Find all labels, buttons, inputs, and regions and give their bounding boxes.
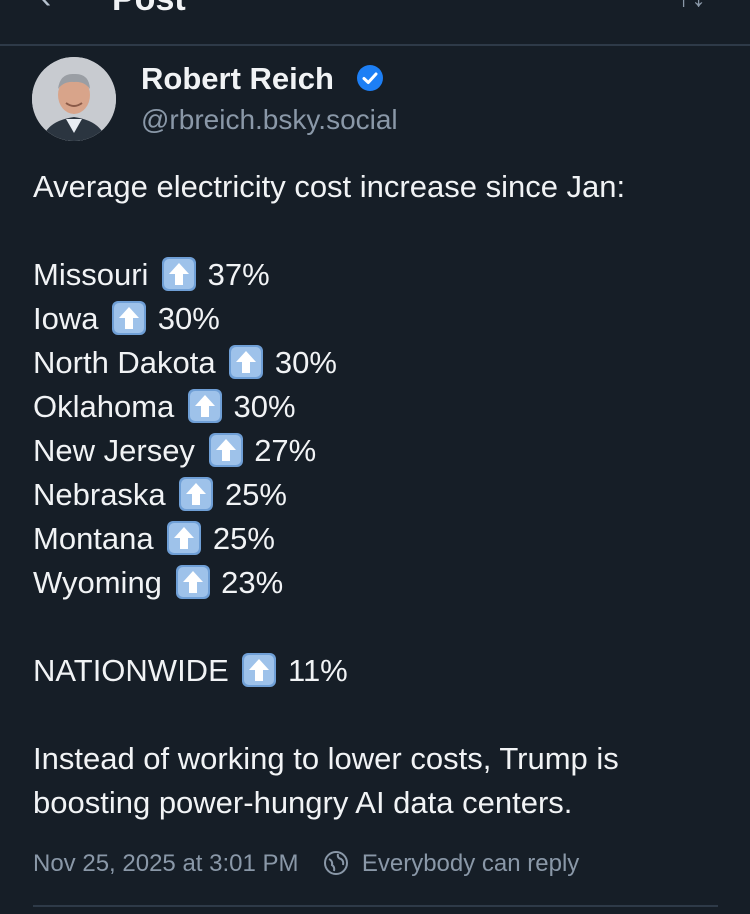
- up-arrow-emoji-icon: [112, 301, 147, 335]
- state-value: 30%: [233, 389, 296, 424]
- nationwide-value: 11%: [288, 653, 348, 688]
- state-line: North Dakota 30%: [33, 341, 723, 385]
- state-line: Montana 25%: [33, 517, 723, 561]
- up-arrow-emoji-icon: [162, 257, 197, 291]
- state-line: Wyoming 23%: [33, 561, 723, 605]
- up-arrow-emoji-icon: [187, 389, 222, 423]
- top-bar: ‹ Post ↑↓: [0, 0, 750, 46]
- up-arrow-emoji-icon: [208, 433, 243, 467]
- state-list: Missouri 37% Iowa 30% North Dakota 30% Okla…: [33, 253, 723, 605]
- state-name: Iowa: [33, 301, 99, 336]
- state-name: Montana: [33, 521, 154, 556]
- state-line: Nebraska 25%: [33, 473, 723, 517]
- up-arrow-emoji-icon: [242, 653, 277, 687]
- state-value: 27%: [254, 433, 317, 468]
- state-value: 37%: [207, 257, 270, 292]
- state-name: North Dakota: [33, 345, 216, 380]
- state-value: 25%: [224, 477, 287, 512]
- up-arrow-emoji-icon: [229, 345, 264, 379]
- state-name: Wyoming: [33, 565, 162, 600]
- avatar[interactable]: [32, 57, 116, 141]
- state-line: Missouri 37%: [33, 253, 723, 297]
- up-arrow-emoji-icon: [167, 521, 202, 555]
- up-arrow-emoji-icon: [175, 565, 210, 599]
- state-name: Nebraska: [33, 477, 166, 512]
- nationwide-label: NATIONWIDE: [33, 653, 229, 688]
- globe-icon: [324, 851, 349, 875]
- nationwide-line: NATIONWIDE 11%: [33, 649, 723, 693]
- up-arrow-emoji-icon: [179, 477, 214, 511]
- state-name: Missouri: [33, 257, 149, 292]
- page-title: Post: [112, 0, 186, 20]
- timestamp: Nov 25, 2025 at 3:01 PM: [33, 850, 299, 877]
- post-text: Average electricity cost increase since …: [33, 165, 723, 825]
- reply-setting[interactable]: Everybody can reply: [361, 850, 580, 877]
- state-value: 23%: [221, 565, 284, 600]
- author-handle[interactable]: @rbreich.bsky.social: [141, 104, 398, 135]
- post-closing: Instead of working to lower costs, Trump…: [33, 741, 619, 820]
- state-name: New Jersey: [33, 433, 195, 468]
- sort-icon[interactable]: ↑↓: [676, 0, 706, 12]
- state-line: Oklahoma 30%: [33, 385, 723, 429]
- state-line: Iowa 30%: [33, 297, 723, 341]
- state-name: Oklahoma: [33, 389, 175, 424]
- author-display-name[interactable]: Robert Reich: [141, 61, 334, 96]
- verified-badge-icon: [357, 65, 383, 91]
- state-value: 25%: [212, 521, 275, 556]
- divider: [33, 905, 718, 907]
- post-intro: Average electricity cost increase since …: [33, 169, 626, 204]
- post-meta: Nov 25, 2025 at 3:01 PM Everybody can re…: [33, 847, 579, 881]
- state-line: New Jersey 27%: [33, 429, 723, 473]
- state-value: 30%: [274, 345, 337, 380]
- back-arrow-icon[interactable]: ‹: [40, 0, 51, 14]
- state-value: 30%: [157, 301, 220, 336]
- avatar-image: [32, 57, 116, 141]
